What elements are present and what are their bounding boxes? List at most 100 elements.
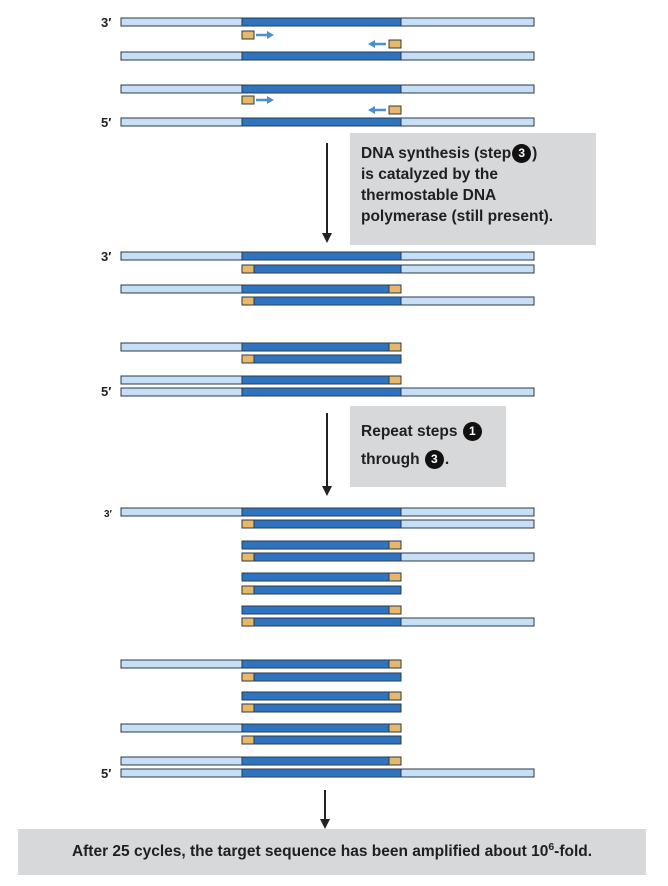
step-1-badge-icon: 1	[462, 422, 482, 442]
extension-arrow-head	[267, 31, 274, 39]
step-3-badge-icon: 3	[512, 144, 532, 164]
five-prime-label: 5′	[101, 384, 112, 399]
primer	[241, 519, 255, 529]
target-region	[241, 735, 402, 745]
template-strand-right	[400, 296, 535, 306]
step3-callout: DNA synthesis (step 3) is catalyzed by th…	[350, 133, 596, 245]
template-strand-left	[120, 251, 243, 261]
primer	[241, 30, 255, 40]
target-region	[241, 540, 402, 550]
template-strand-left	[120, 117, 243, 127]
primer	[241, 585, 255, 595]
target-region	[241, 703, 402, 713]
target-region	[241, 507, 402, 517]
target-region	[241, 264, 402, 274]
target-region	[241, 723, 402, 733]
template-strand-left	[120, 84, 243, 94]
target-region	[241, 375, 402, 385]
primer	[388, 605, 402, 615]
template-strand-left	[120, 723, 243, 733]
template-strand-right	[400, 17, 535, 27]
process-arrow-head	[320, 819, 330, 829]
five-prime-label: 5′	[101, 766, 112, 781]
repeat-line1: Repeat steps 1	[361, 418, 498, 446]
target-region	[241, 51, 402, 61]
primer	[388, 39, 402, 49]
step3-line3: thermostable DNA	[361, 187, 497, 204]
primer	[241, 296, 255, 306]
target-region	[241, 296, 402, 306]
primer	[388, 105, 402, 115]
step3-line4: polymerase (still present).	[361, 208, 554, 225]
primer	[241, 354, 255, 364]
template-strand-right	[400, 51, 535, 61]
summary-banner: After 25 cycles, the target sequence has…	[18, 829, 646, 875]
target-region	[241, 756, 402, 766]
target-region	[241, 354, 402, 364]
process-arrow-head	[322, 233, 332, 243]
primer	[241, 264, 255, 274]
target-region	[241, 672, 402, 682]
target-region	[241, 572, 402, 582]
summary-suffix: -fold.	[554, 843, 593, 860]
target-region	[241, 659, 402, 669]
template-strand-left	[120, 507, 243, 517]
repeat-line2: through 3.	[361, 446, 498, 474]
target-region	[241, 617, 402, 627]
primer	[241, 617, 255, 627]
template-strand-right	[400, 264, 535, 274]
primer	[388, 342, 402, 352]
target-region	[241, 387, 402, 397]
template-strand-left	[120, 387, 243, 397]
target-region	[241, 768, 402, 778]
extension-arrow-head	[267, 96, 274, 104]
template-strand-left	[120, 284, 243, 294]
target-region	[241, 17, 402, 27]
repeat-text-1: Repeat steps	[361, 423, 458, 440]
three-prime-label: 3′	[104, 509, 112, 520]
template-strand-right	[400, 117, 535, 127]
target-region	[241, 691, 402, 701]
primer	[241, 552, 255, 562]
primer	[241, 672, 255, 682]
template-strand-left	[120, 659, 243, 669]
target-region	[241, 117, 402, 127]
repeat-callout: Repeat steps 1 through 3.	[350, 406, 506, 487]
template-strand-left	[120, 51, 243, 61]
target-region	[241, 84, 402, 94]
template-strand-right	[400, 617, 535, 627]
template-strand-right	[400, 768, 535, 778]
template-strand-right	[400, 519, 535, 529]
three-prime-label: 3′	[101, 249, 112, 264]
template-strand-right	[400, 552, 535, 562]
target-region	[241, 519, 402, 529]
template-strand-left	[120, 17, 243, 27]
primer	[388, 756, 402, 766]
process-arrow-head	[322, 486, 332, 496]
primer	[241, 735, 255, 745]
target-region	[241, 585, 402, 595]
primer	[388, 572, 402, 582]
template-strand-left	[120, 342, 243, 352]
extension-arrow-head	[368, 106, 375, 114]
step3-text-1b: )	[532, 145, 538, 162]
primer	[241, 95, 255, 105]
step3-line2: is catalyzed by the	[361, 166, 498, 183]
step3-line1: DNA synthesis (step 3)	[361, 143, 588, 164]
template-strand-right	[400, 387, 535, 397]
template-strand-right	[400, 84, 535, 94]
primer	[388, 284, 402, 294]
target-region	[241, 552, 402, 562]
summary-text: After 25 cycles, the target sequence has…	[71, 843, 549, 860]
primer	[388, 659, 402, 669]
primer	[388, 723, 402, 733]
template-strand-left	[120, 375, 243, 385]
target-region	[241, 284, 402, 294]
repeat-text-period: .	[444, 451, 450, 468]
primer	[241, 703, 255, 713]
primer	[388, 540, 402, 550]
repeat-text-2: through	[361, 451, 420, 468]
five-prime-label: 5′	[101, 115, 112, 130]
